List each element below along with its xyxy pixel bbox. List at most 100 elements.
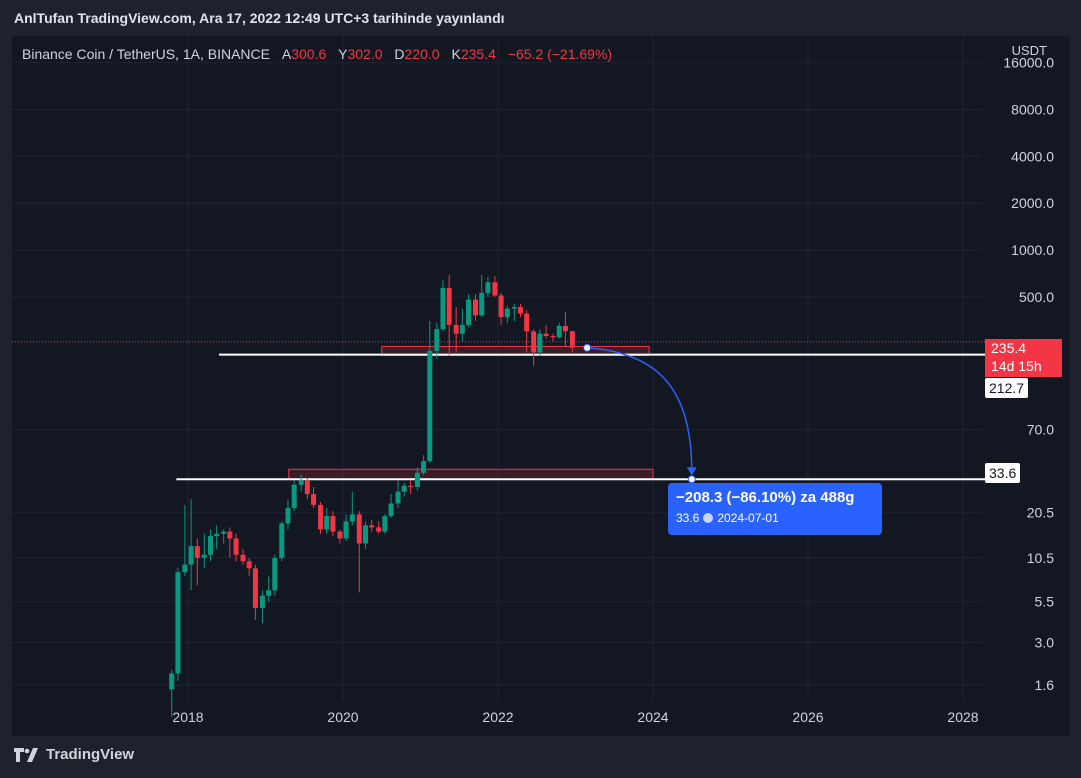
- open-value: 300.6: [291, 46, 327, 62]
- candle-body: [169, 673, 175, 690]
- measure-start-point: [583, 343, 592, 352]
- publish-info: AnlTufan TradingView.com, Ara 17, 2022 1…: [14, 10, 505, 26]
- measure-headline: −208.3 (−86.10%) za 488g: [676, 489, 855, 506]
- candle-body: [382, 516, 388, 532]
- candle-body: [543, 333, 549, 337]
- candle-body: [550, 336, 556, 338]
- candle-body: [240, 554, 246, 562]
- price-tick-label: 16000.0: [1003, 55, 1054, 71]
- candle-body: [453, 324, 459, 334]
- price-tick-label: 2000.0: [1011, 195, 1054, 211]
- candle-body: [233, 538, 239, 555]
- measure-end-point: [687, 475, 696, 484]
- last-price-value: 235.4: [991, 340, 1027, 356]
- candle-body: [259, 595, 265, 609]
- candle-body: [227, 531, 233, 539]
- price-tick-label: 5.5: [1035, 594, 1055, 610]
- price-tick-label: 8000.0: [1011, 101, 1054, 117]
- price-tick-label: 3.0: [1035, 635, 1055, 651]
- open-label: A: [281, 46, 292, 62]
- measure-tooltip[interactable]: −208.3 (−86.10%) za 488g 33.6 2024-07-01: [668, 483, 882, 535]
- currency-unit: USDT: [1011, 43, 1047, 58]
- candle-body: [479, 292, 485, 316]
- time-tick-label: 2022: [482, 709, 513, 725]
- candle-body: [324, 516, 330, 530]
- candle-body: [207, 536, 213, 555]
- candle-body: [376, 527, 382, 532]
- price-tick-label: 10.5: [1027, 550, 1054, 566]
- candle-body: [395, 491, 401, 504]
- candle-body: [504, 308, 510, 318]
- candle-body: [279, 523, 285, 558]
- time-tick-label: 2028: [947, 709, 978, 725]
- candle-body: [434, 329, 440, 351]
- measure-curve: [587, 346, 693, 472]
- candle-body: [214, 533, 220, 537]
- candle-body: [362, 525, 368, 544]
- high-value: 302.0: [347, 46, 383, 62]
- time-tick-label: 2020: [327, 709, 358, 725]
- time-tick-label: 2026: [792, 709, 823, 725]
- candle-body: [427, 350, 433, 462]
- candle-body: [188, 546, 194, 565]
- candle-body: [492, 282, 498, 296]
- candle-body: [388, 503, 394, 517]
- candle-body: [556, 325, 562, 338]
- candle-body: [266, 590, 272, 596]
- measure-arrow: [583, 343, 697, 484]
- chart-canvas[interactable]: 16000.0 8000.0 4000.0 2000.0 1000.0 500.0 70.0…: [12, 36, 1070, 736]
- change-value: −65.2 (−21.69%): [507, 46, 613, 62]
- bar-countdown: 14d 15h: [991, 358, 1042, 374]
- candle-body: [252, 568, 258, 609]
- candles: [169, 275, 575, 717]
- candle-body: [318, 504, 324, 530]
- lower-level-tag: 33.6: [985, 463, 1021, 483]
- candle-body: [175, 572, 181, 674]
- grid: [12, 36, 987, 701]
- last-price-tag: 235.4 14d 15h: [985, 339, 1062, 377]
- candle-body: [459, 324, 465, 334]
- low-label: D: [394, 46, 405, 62]
- brand-text: TradingView: [46, 746, 135, 763]
- candle-body: [343, 521, 349, 539]
- candle-body: [569, 331, 575, 348]
- candle-body: [330, 516, 336, 532]
- clock-icon: [703, 513, 714, 523]
- candle-body: [401, 485, 407, 492]
- symbol-legend: Binance Coin / TetherUS, 1A, BINANCE A30…: [22, 46, 612, 62]
- candle-body: [369, 525, 375, 528]
- candle-body: [194, 546, 200, 558]
- candle-body: [466, 299, 472, 325]
- candle-body: [182, 564, 188, 573]
- candle-body: [304, 480, 310, 495]
- candle-body: [285, 507, 291, 524]
- candle-body: [246, 561, 252, 569]
- candle-body: [349, 514, 355, 522]
- measure-arrowhead: [686, 467, 697, 476]
- price-tick-label: 1.6: [1035, 677, 1055, 693]
- tradingview-logo-icon: [14, 747, 38, 762]
- upper-level-tag: 212.7: [985, 378, 1029, 398]
- candle-body: [221, 531, 227, 534]
- high-label: Y: [338, 46, 348, 62]
- candle-body: [531, 331, 537, 353]
- low-value: 220.0: [404, 46, 440, 62]
- candle-body: [337, 531, 343, 539]
- candle-body: [485, 282, 491, 293]
- candle-body: [473, 299, 479, 316]
- candle-body: [298, 480, 304, 485]
- candle-body: [407, 485, 413, 487]
- tradingview-logo[interactable]: TradingView: [14, 746, 134, 763]
- candle-body: [446, 287, 452, 325]
- candle-body: [517, 307, 523, 314]
- time-tick-label: 2018: [172, 709, 203, 725]
- candle-body: [524, 313, 530, 332]
- price-tick-label: 20.5: [1027, 505, 1054, 521]
- candle-body: [201, 554, 207, 558]
- measure-details: 33.6 2024-07-01: [676, 511, 874, 525]
- close-value: 235.4: [460, 46, 496, 62]
- support-zone: [288, 468, 654, 480]
- price-axis: 16000.0 8000.0 4000.0 2000.0 1000.0 500.0 70.0…: [1003, 55, 1054, 693]
- candle-body: [511, 307, 517, 309]
- candle-body: [311, 494, 317, 505]
